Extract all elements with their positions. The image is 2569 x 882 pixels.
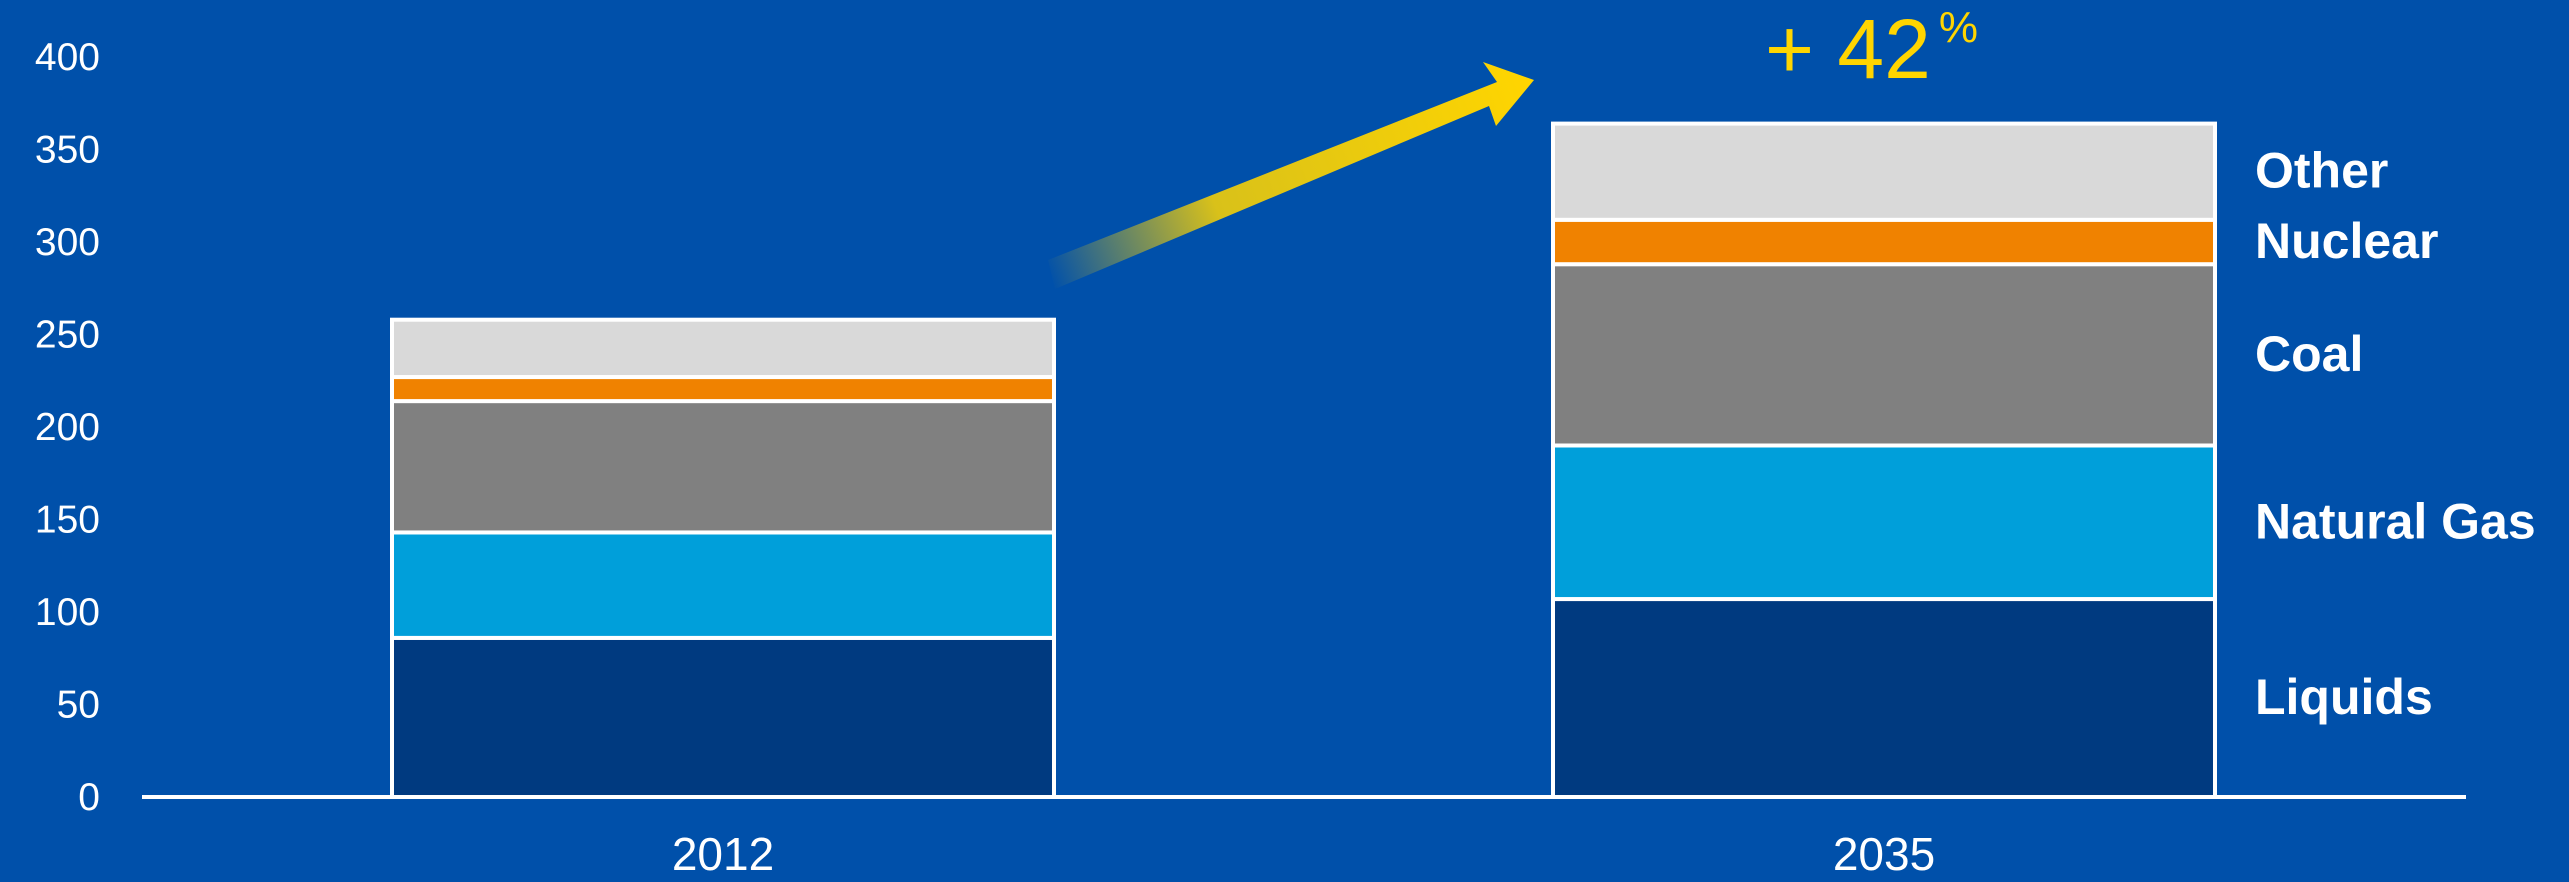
x-tick-label: 2035 [1833, 828, 1935, 880]
y-axis: 0 50 100 150 200 250 300 350 400 [35, 36, 100, 819]
legend-label-nuclear: Nuclear [2255, 213, 2438, 269]
bar-2035-coal [1551, 262, 2217, 448]
y-tick-label: 150 [35, 499, 100, 542]
y-tick-label: 0 [78, 776, 100, 819]
bars [390, 121, 2217, 800]
bar-2012-natural-gas [390, 530, 1056, 640]
arrow-up-right-icon [1048, 62, 1534, 289]
bar-2012-nuclear [390, 375, 1056, 404]
bar-2012-coal [390, 399, 1056, 535]
bar-2035-natural-gas [1551, 443, 2217, 602]
y-tick-label: 400 [35, 36, 100, 79]
y-tick-label: 200 [35, 406, 100, 449]
y-tick-label: 350 [35, 129, 100, 172]
x-tick-label: 2012 [672, 828, 774, 880]
y-tick-label: 300 [35, 221, 100, 264]
legend-label-natural-gas: Natural Gas [2255, 493, 2536, 549]
bar-2035-nuclear [1551, 217, 2217, 267]
y-tick-label: 250 [35, 314, 100, 357]
growth-annotation: + 42% [1765, 2, 1978, 96]
bar-2012-liquids [390, 635, 1056, 800]
bar-2035-liquids [1551, 597, 2217, 799]
y-tick-label: 50 [57, 684, 100, 727]
legend-label-coal: Coal [2255, 326, 2363, 382]
legend: Liquids Natural Gas Coal Nuclear Other [2255, 143, 2536, 725]
legend-label-other: Other [2255, 143, 2388, 199]
bar-2012-other [390, 317, 1056, 380]
x-axis: 2012 2035 [672, 828, 1935, 880]
legend-label-liquids: Liquids [2255, 669, 2433, 725]
y-tick-label: 100 [35, 591, 100, 634]
bar-2035-other [1551, 121, 2217, 222]
